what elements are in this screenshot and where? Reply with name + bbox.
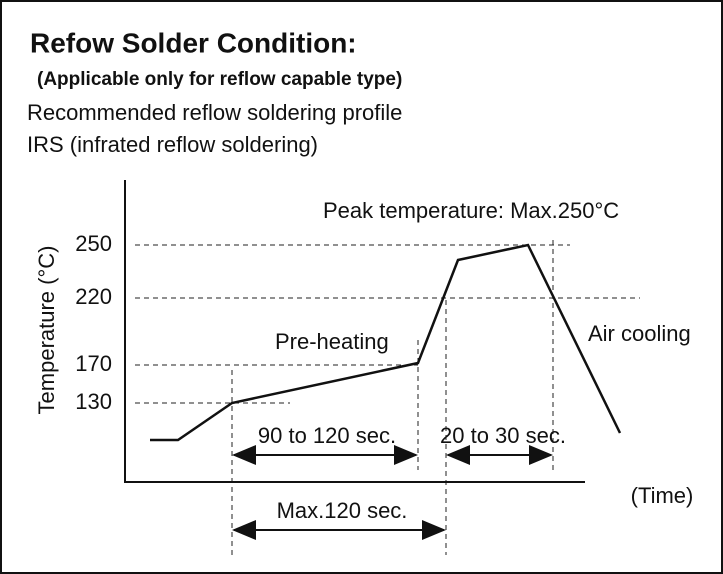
line: IRS (infrated reflow soldering): [27, 132, 318, 157]
y-label: 170: [75, 351, 112, 376]
y-label: 220: [75, 284, 112, 309]
annotation: Peak temperature: Max.250°C: [323, 198, 619, 223]
axes: [124, 180, 585, 483]
duration: Max.120 sec.: [277, 498, 408, 523]
y-label: 250: [75, 231, 112, 256]
subtitle: (Applicable only for reflow capable type…: [37, 69, 402, 90]
annotation: Pre-heating: [275, 329, 389, 354]
duration: 20 to 30 sec.: [440, 423, 566, 448]
arrows: [232, 445, 553, 540]
title: Refow Solder Condition:: [30, 27, 357, 58]
y-label: 130: [75, 389, 112, 414]
annotation: Air cooling: [588, 321, 691, 346]
y-axis-title: Temperature (°C): [34, 246, 59, 415]
grid: [135, 240, 640, 555]
line: Recommended reflow soldering profile: [27, 100, 402, 125]
profile: [150, 243, 622, 442]
x-axis-title: (Time): [631, 483, 694, 508]
duration: 90 to 120 sec.: [258, 423, 396, 448]
